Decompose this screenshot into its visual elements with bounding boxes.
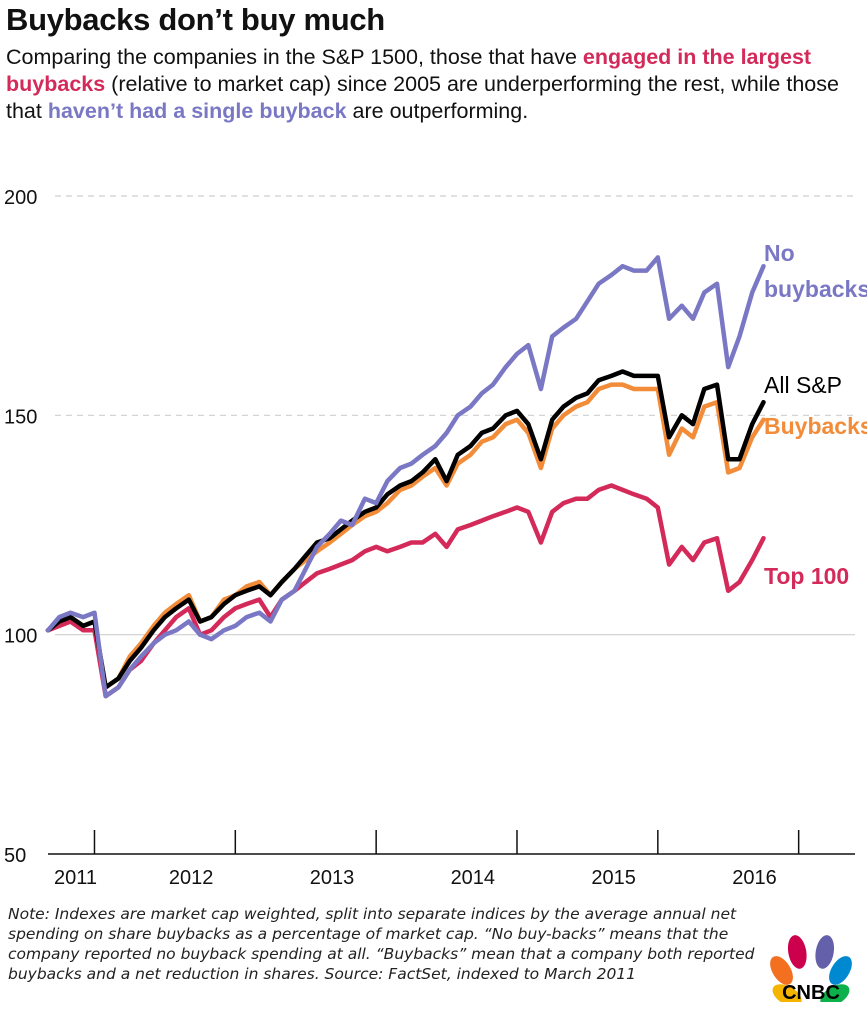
subtitle-highlight-no-buyback: haven’t had a single buyback	[47, 99, 347, 123]
series-lines	[45, 255, 766, 699]
y-axis-tick-labels: 50 100 150 200	[4, 187, 37, 867]
subtitle-text-2: (relative to market cap) since 2005 are …	[6, 72, 839, 123]
series-label-top-100: Top 100	[764, 563, 849, 589]
x-tick-label-2015: 2015	[591, 867, 636, 889]
x-tick-label-2012: 2012	[169, 867, 214, 889]
subtitle-highlight-largest-buybacks: engaged in the largest buybacks	[6, 45, 812, 96]
line-chart: 50 100 150 200 2011 2012 2013 2014 2015 2016 No b…	[4, 187, 867, 889]
series-line-all-s-p	[45, 369, 766, 690]
chart-title: Buybacks don’t buy much	[6, 2, 385, 37]
series-label-no-buybacks-line-2: buybacks	[764, 276, 867, 302]
nbc-peacock-icon	[770, 935, 852, 1002]
series-line-buybacks	[45, 382, 766, 690]
subtitle-text-3: are outperforming.	[346, 99, 529, 123]
series-label-buybacks: Buybacks	[764, 413, 867, 439]
footnote: Note: Indexes are market cap weighted, s…	[8, 905, 755, 983]
y-tick-label-200: 200	[4, 187, 37, 209]
x-tick-label-2016: 2016	[732, 867, 777, 889]
x-tick-label-2014: 2014	[451, 867, 496, 889]
x-tick-label-2013: 2013	[310, 867, 355, 889]
series-labels: No buybacks All S&P Buybacks Top 100	[764, 240, 867, 589]
cnbc-logo-text: CNBC	[782, 982, 840, 1002]
series-label-no-buybacks-line-1: No	[764, 240, 795, 266]
series-line-no-buybacks	[45, 255, 766, 699]
chart-subtitle: Comparing the companies in the S&P 1500,…	[6, 44, 856, 125]
series-line-top-100	[45, 483, 766, 699]
gridlines	[55, 195, 855, 636]
cnbc-logo: CNBC	[770, 935, 852, 1002]
subtitle-text-1: Comparing the companies in the S&P 1500,…	[6, 45, 583, 69]
y-tick-label-50: 50	[4, 845, 26, 867]
x-tick-label-2011: 2011	[54, 867, 97, 889]
y-tick-label-150: 150	[4, 406, 37, 428]
x-axis: 2011 2012 2013 2014 2015 2016	[48, 830, 855, 889]
y-tick-label-100: 100	[4, 626, 37, 648]
series-label-all-s-p: All S&P	[764, 372, 842, 398]
